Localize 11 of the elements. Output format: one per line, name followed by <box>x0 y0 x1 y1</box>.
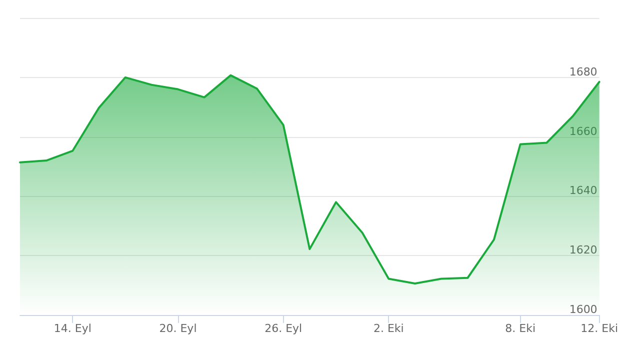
x-tick-label: 12. Eki <box>580 322 618 335</box>
y-tick-label: 1640 <box>569 184 598 198</box>
x-tick-label: 14. Eyl <box>54 322 92 335</box>
x-tick-label: 20. Eyl <box>159 322 197 335</box>
y-tick-label: 1660 <box>569 124 598 138</box>
y-tick-label: 1680 <box>569 65 598 78</box>
y-tick-label: 1620 <box>569 244 598 257</box>
x-tick-label: 2. Eki <box>373 322 404 335</box>
x-tick-label: 8. Eki <box>505 322 536 335</box>
y-tick-label: 1600 <box>569 303 598 316</box>
x-tick-label: 26. Eyl <box>264 322 302 335</box>
